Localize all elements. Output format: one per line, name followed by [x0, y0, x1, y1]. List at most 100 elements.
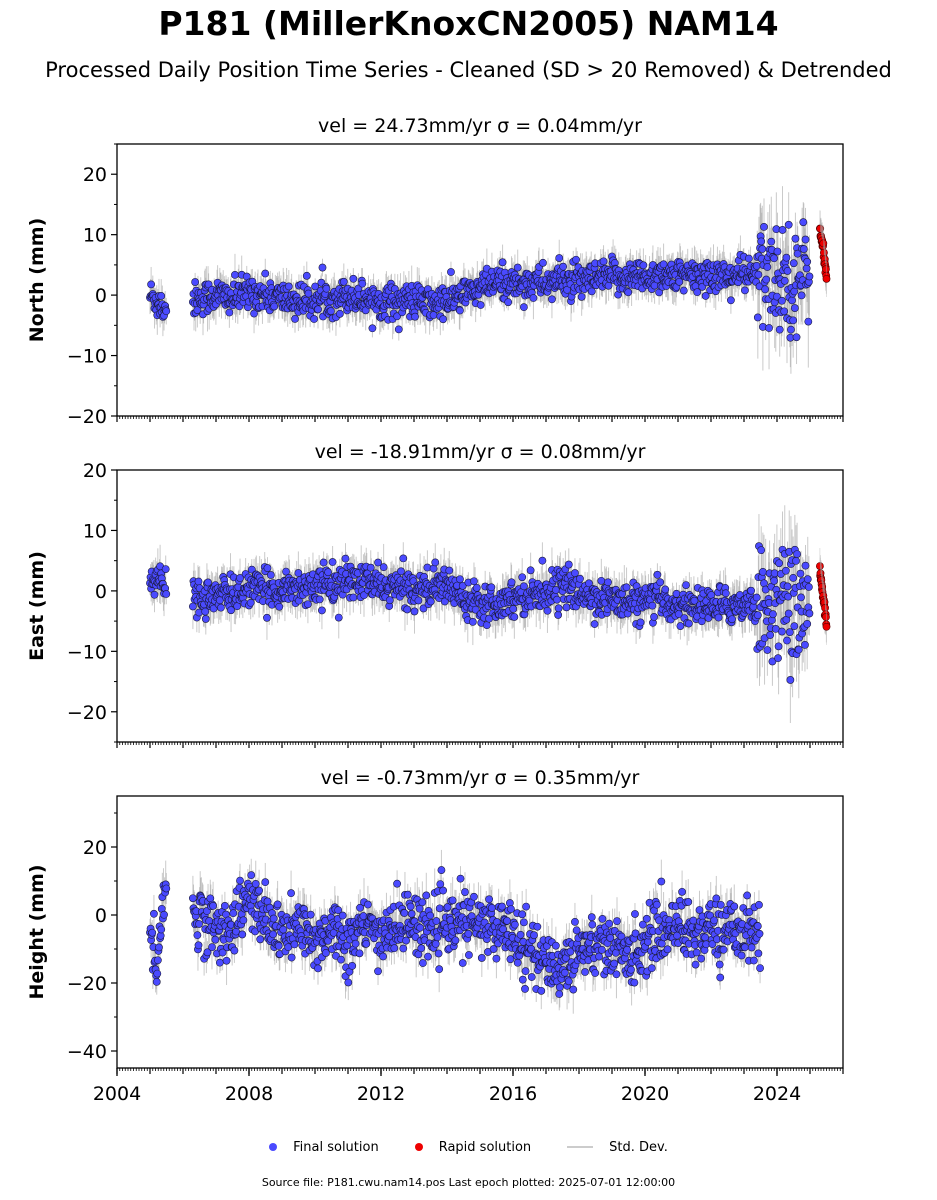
- final-solution-point: [653, 570, 662, 579]
- final-solution-point: [675, 277, 684, 286]
- final-solution-point: [789, 259, 798, 268]
- final-solution-point: [804, 583, 813, 591]
- final-solution-point: [784, 220, 793, 229]
- final-solution-point: [284, 282, 293, 291]
- final-solution-point: [753, 611, 762, 620]
- final-solution-point: [770, 576, 778, 585]
- figure-subtitle: Processed Daily Position Time Series - C…: [45, 58, 892, 82]
- final-solution-point: [790, 304, 799, 312]
- final-solution-point: [162, 307, 171, 316]
- final-solution-point: [790, 622, 799, 631]
- final-solution-point: [778, 627, 786, 636]
- final-solution-point: [487, 583, 496, 592]
- final-solution-point: [403, 605, 412, 614]
- final-solution-point: [782, 253, 791, 262]
- final-solution-point: [553, 595, 561, 604]
- y-axis-label: North (mm): [26, 218, 48, 343]
- final-solution-point: [765, 324, 773, 332]
- final-solution-point: [513, 263, 522, 272]
- final-solution-point: [783, 582, 792, 591]
- final-solution-point: [334, 613, 343, 622]
- final-solution-point: [311, 282, 320, 291]
- final-solution-point: [414, 596, 423, 605]
- panel-east: vel = -18.91mm/yr σ = 0.08mm/yr East (mm)…: [26, 441, 844, 748]
- final-solution-point: [246, 598, 255, 607]
- final-solution-point: [785, 628, 794, 637]
- final-solution-point: [519, 303, 528, 312]
- final-solution-point: [162, 590, 171, 598]
- final-solution-point: [656, 578, 665, 587]
- final-solution-point: [318, 263, 327, 272]
- final-solution-point: [758, 245, 767, 253]
- final-solution-point: [624, 288, 633, 297]
- final-solution-point: [263, 564, 272, 572]
- final-solution-point: [770, 254, 778, 263]
- final-solution-point: [341, 554, 350, 563]
- final-solution-point: [439, 315, 448, 324]
- final-solution-point: [472, 583, 481, 592]
- final-solution-point: [456, 306, 464, 315]
- final-solution-point: [774, 654, 782, 663]
- panel-title: vel = -18.91mm/yr σ = 0.08mm/yr: [315, 441, 646, 463]
- final-solution-point: [780, 276, 789, 285]
- final-solution-point: [576, 574, 584, 583]
- final-solution-point: [636, 618, 645, 627]
- final-solution-point: [250, 309, 258, 318]
- final-solution-point: [554, 604, 563, 613]
- final-solution-point: [728, 615, 736, 624]
- final-solution-point: [571, 569, 579, 577]
- final-solution-point: [803, 257, 812, 266]
- final-solution-point: [753, 313, 762, 322]
- final-solution-point: [315, 595, 324, 604]
- final-solution-point: [757, 546, 766, 555]
- final-solution-point: [335, 309, 344, 318]
- final-solution-point: [526, 566, 535, 575]
- final-solution-point: [519, 582, 528, 591]
- final-solution-point: [801, 235, 810, 244]
- final-solution-point: [328, 558, 337, 566]
- final-solution-point: [693, 288, 702, 297]
- final-solution-point: [304, 600, 312, 609]
- final-solution-point: [471, 605, 480, 614]
- final-solution-point: [747, 586, 755, 595]
- final-solution-point: [786, 676, 795, 684]
- final-solution-point: [789, 316, 798, 325]
- final-solution-point: [622, 583, 631, 592]
- final-solution-point: [324, 568, 333, 577]
- data-layer: [146, 505, 831, 723]
- y-tick-label: 20: [83, 460, 107, 482]
- final-solution-point: [431, 558, 440, 567]
- final-solution-point: [801, 640, 809, 649]
- final-solution-point: [548, 295, 556, 304]
- final-solution-point: [804, 317, 813, 326]
- final-solution-point: [468, 617, 477, 626]
- final-solution-point: [787, 325, 795, 334]
- y-tick-label: 0: [95, 285, 107, 307]
- final-solution-point: [794, 645, 803, 654]
- final-solution-point: [757, 237, 766, 246]
- final-solution-point: [393, 312, 402, 321]
- y-tick-label: 10: [83, 520, 107, 542]
- final-solution-point: [322, 284, 331, 293]
- final-solution-point: [726, 296, 735, 305]
- y-tick-label: 20: [83, 164, 107, 186]
- rapid-solution-points: [816, 547, 831, 645]
- final-solution-point: [789, 573, 798, 582]
- final-solution-point: [802, 264, 811, 273]
- final-solution-point: [419, 604, 428, 613]
- final-solution-points: [146, 218, 814, 342]
- final-solution-point: [538, 556, 547, 565]
- final-solution-point: [784, 609, 793, 618]
- final-solution-point: [761, 285, 770, 294]
- final-solution-point: [366, 563, 375, 572]
- final-solution-point: [690, 596, 699, 605]
- final-solution-point: [302, 271, 311, 280]
- final-solution-point: [805, 272, 814, 281]
- final-solution-point: [587, 287, 596, 296]
- final-solution-point: [498, 258, 507, 267]
- final-solution-point: [399, 554, 408, 563]
- final-solution-point: [797, 593, 805, 602]
- final-solution-point: [227, 606, 235, 615]
- final-solution-point: [783, 636, 791, 645]
- final-solution-point: [217, 603, 225, 612]
